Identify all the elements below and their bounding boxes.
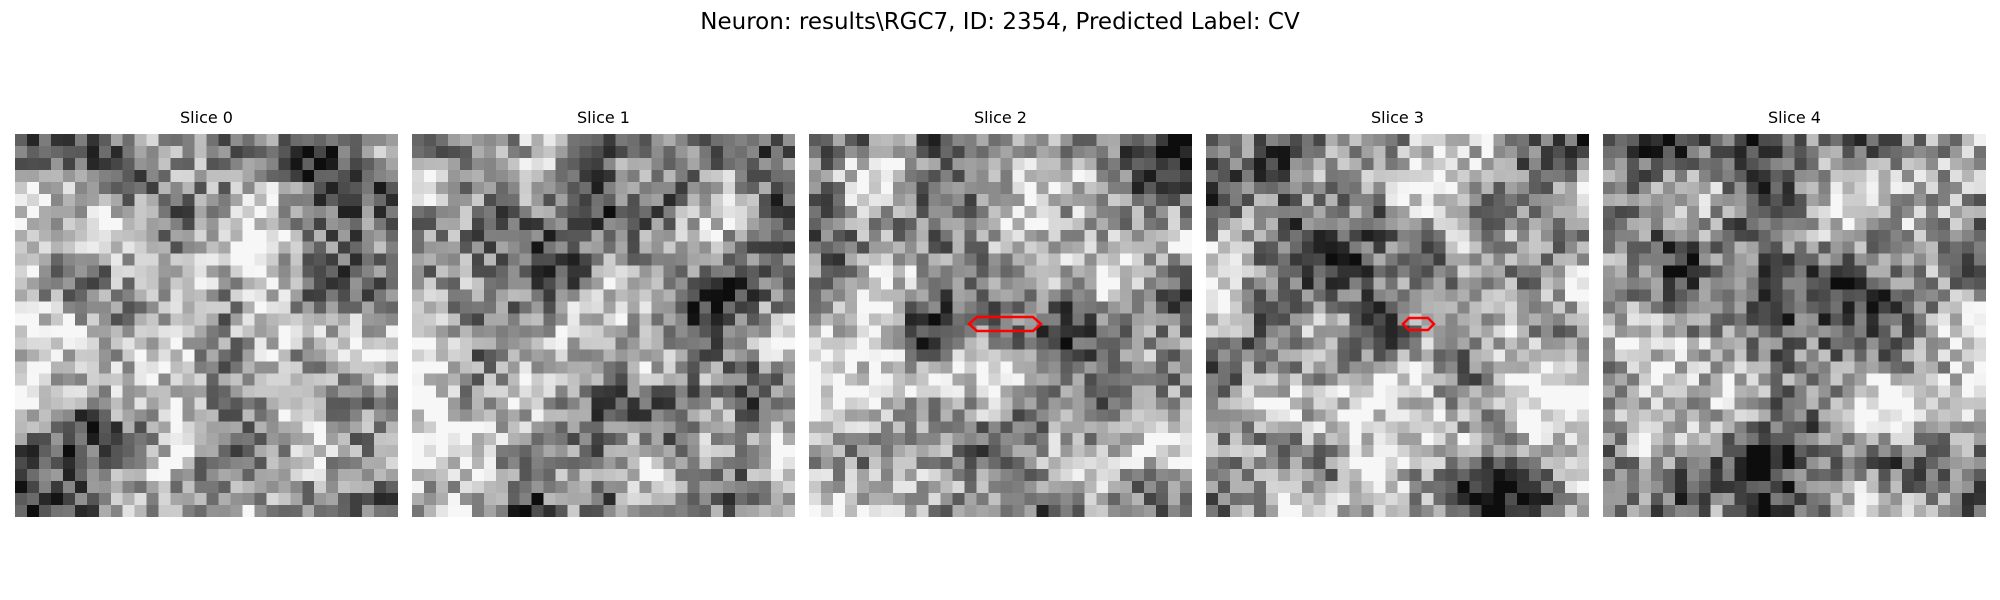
- slice-image-4: [1603, 134, 1986, 517]
- slice-panel-4: Slice 4: [1603, 108, 1986, 517]
- slice-image-3: [1206, 134, 1589, 517]
- slice-title-0: Slice 0: [180, 108, 233, 127]
- figure-title: Neuron: results\RGC7, ID: 2354, Predicte…: [700, 9, 1300, 35]
- slice-image-1: [412, 134, 795, 517]
- slice-image-2: [809, 134, 1192, 517]
- slice-title-4: Slice 4: [1768, 108, 1821, 127]
- slice-panel-2: Slice 2: [809, 108, 1192, 517]
- slice-panel-0: Slice 0: [15, 108, 398, 517]
- slice-panel-1: Slice 1: [412, 108, 795, 517]
- slice-title-1: Slice 1: [577, 108, 630, 127]
- slice-title-3: Slice 3: [1371, 108, 1424, 127]
- slice-title-2: Slice 2: [974, 108, 1027, 127]
- slice-image-0: [15, 134, 398, 517]
- slice-panel-3: Slice 3: [1206, 108, 1589, 517]
